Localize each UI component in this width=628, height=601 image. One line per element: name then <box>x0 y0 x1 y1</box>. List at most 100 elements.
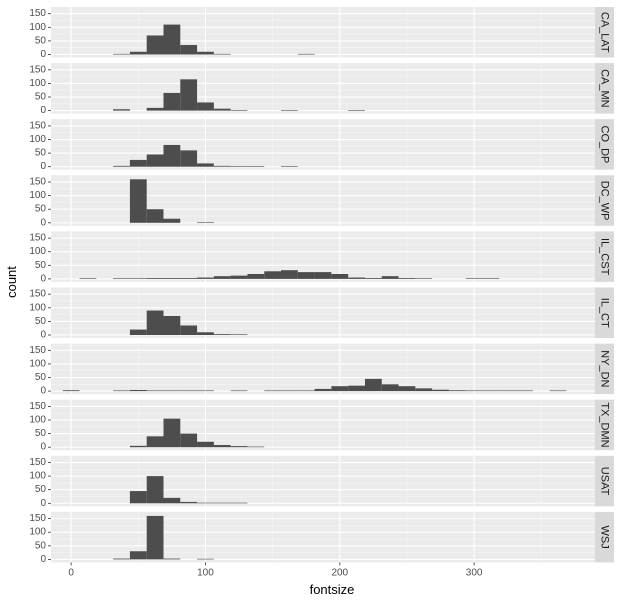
histogram-bar <box>163 418 181 448</box>
histogram-bar <box>163 390 181 392</box>
facet-panel-DC_WP: DC_WP 0 50 100 150 <box>29 175 614 228</box>
histogram-bar <box>213 108 231 111</box>
histogram-bar <box>230 334 248 335</box>
histogram-bar <box>331 274 349 279</box>
facet-strip-label: TX_DMN <box>599 402 611 447</box>
histogram-bar <box>213 502 231 504</box>
panel-background <box>51 343 595 395</box>
facet-panel-CO_DP: CO_DP 0 50 100 150 <box>29 119 614 172</box>
y-tick-label: 50 <box>35 428 47 439</box>
histogram-bar <box>213 334 231 335</box>
histogram-bar <box>549 390 567 392</box>
histogram-bar <box>163 144 181 167</box>
histogram-bar <box>146 390 164 392</box>
histogram-bar <box>113 109 130 111</box>
y-tick-label: 0 <box>40 498 46 509</box>
y-tick-label: 150 <box>29 289 46 300</box>
histogram-bar <box>146 515 164 560</box>
facet-strip-label: DC_WP <box>599 181 611 221</box>
histogram-bar <box>482 278 500 279</box>
y-tick-label: 50 <box>35 204 47 215</box>
y-tick-label: 0 <box>40 386 46 397</box>
y-tick-label: 100 <box>29 190 46 201</box>
histogram-bar <box>180 501 198 504</box>
facet-strip-label: CO_DP <box>599 125 611 163</box>
histogram-bar <box>163 278 181 279</box>
y-tick-label: 50 <box>35 540 47 551</box>
y-axis-title: count <box>4 266 19 298</box>
facet-panel-TX_DMN: TX_DMN 0 50 100 150 <box>29 399 614 453</box>
histogram-bar <box>113 53 130 55</box>
y-tick-label: 0 <box>40 161 46 172</box>
histogram-bar <box>247 166 265 167</box>
histogram-bar <box>213 276 231 279</box>
facet-strip <box>595 511 614 563</box>
histogram-bar <box>129 51 147 55</box>
histogram-bar <box>297 53 315 55</box>
histogram-bar <box>230 275 248 279</box>
histogram-bar <box>348 385 365 392</box>
facet-panel-CA_LAT: CA_LAT 0 50 100 150 <box>29 7 614 60</box>
histogram-bar <box>281 270 298 279</box>
histogram-bar <box>163 218 181 223</box>
y-tick-label: 50 <box>35 35 47 46</box>
y-tick-label: 100 <box>29 415 46 426</box>
histogram-bar <box>197 332 214 335</box>
histogram-bar <box>465 278 483 279</box>
y-tick-label: 0 <box>40 554 46 565</box>
histogram-bar <box>146 154 164 167</box>
y-tick-label: 150 <box>29 177 46 188</box>
y-tick-label: 100 <box>29 246 46 257</box>
facet-strip-label: USAT <box>599 467 611 496</box>
facet-strip <box>595 7 614 58</box>
y-tick-label: 0 <box>40 273 46 284</box>
histogram-bar <box>297 390 315 392</box>
histogram-bar <box>146 436 164 448</box>
histogram-bar <box>230 446 248 448</box>
y-tick-label: 150 <box>29 64 46 75</box>
x-tick-label: 200 <box>331 567 348 578</box>
histogram-bar <box>180 278 198 279</box>
histogram-bar <box>163 558 181 560</box>
y-tick-label: 100 <box>29 134 46 145</box>
histogram-bar <box>129 329 147 335</box>
histogram-bar <box>281 110 298 111</box>
facet-strip <box>595 343 614 395</box>
panel-background <box>51 7 595 58</box>
facet-strip <box>595 231 614 282</box>
histogram-bar <box>381 276 399 279</box>
histogram-bar <box>297 272 315 279</box>
histogram-bar <box>163 92 181 111</box>
histogram-bar <box>113 278 130 279</box>
histogram-bar <box>146 310 164 335</box>
y-tick-label: 50 <box>35 92 47 103</box>
histogram-bar <box>129 551 147 560</box>
histogram-bar <box>482 390 500 392</box>
histogram-bar <box>180 79 198 111</box>
facet-strip <box>595 119 614 170</box>
facet-strip-label: IL_CT <box>599 298 611 328</box>
facet-strip <box>595 399 614 451</box>
y-tick-label: 50 <box>35 260 47 271</box>
histogram-bar <box>113 558 130 560</box>
histogram-bar <box>499 390 517 392</box>
histogram-bar <box>364 378 382 392</box>
histogram-bar <box>415 278 433 279</box>
histogram-bar <box>197 502 214 504</box>
facet-strip-label: WSJ <box>599 526 611 549</box>
histogram-bar <box>129 390 147 392</box>
y-tick-label: 150 <box>29 120 46 131</box>
histogram-bar <box>180 150 198 167</box>
histogram-bar <box>364 278 382 279</box>
y-tick-label: 150 <box>29 345 46 356</box>
histogram-bar <box>432 389 449 392</box>
x-axis-title: fontsize <box>310 582 355 597</box>
histogram-bar <box>146 209 164 223</box>
y-tick-label: 100 <box>29 471 46 482</box>
histogram-bar <box>129 278 147 279</box>
histogram-bar <box>213 165 231 167</box>
histogram-bar <box>264 390 282 392</box>
histogram-bar <box>247 446 265 448</box>
histogram-bar <box>348 277 365 279</box>
